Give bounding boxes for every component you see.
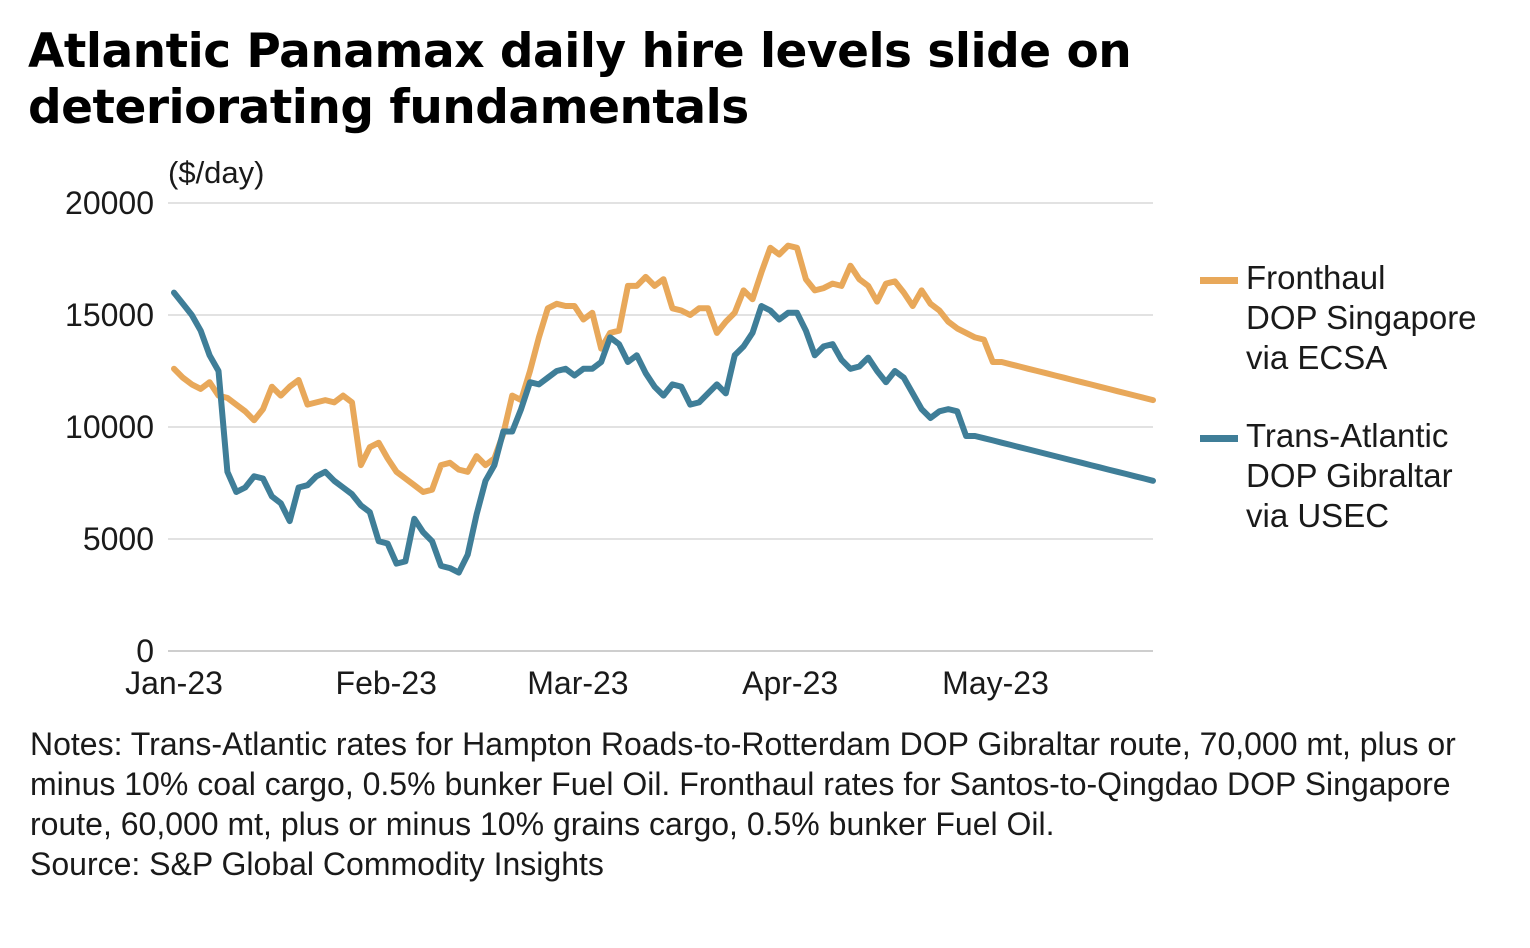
legend-label-fronthaul: Fronthaul DOP Singapore via ECSA (1246, 258, 1477, 378)
y-tick-label-15000: 15000 (65, 297, 154, 333)
legend-fronthaul-line-3: via ECSA (1246, 339, 1388, 376)
notes: Notes: Trans-Atlantic rates for Hampton … (30, 724, 1500, 884)
line-chart: 0 5000 10000 15000 20000 Jan-23 Feb-23 Mar-23 Ap… (65, 185, 1156, 701)
chart-title: Atlantic Panamax daily hire levels slide… (28, 24, 1132, 135)
legend-swatch-transatlantic (1200, 435, 1238, 442)
y-tick-label-0: 0 (136, 633, 154, 669)
y-tick-label-5000: 5000 (83, 521, 154, 557)
x-tick-label-May-23: May-23 (942, 665, 1049, 701)
legend-swatch-fronthaul (1200, 277, 1238, 284)
notes-text: Notes: Trans-Atlantic rates for Hampton … (30, 726, 1456, 842)
legend-transatlantic-line-1: Trans-Atlantic (1246, 417, 1449, 454)
series-line-fronthaul (171, 242, 1156, 495)
legend-transatlantic-line-2: DOP Gibraltar (1246, 457, 1453, 494)
x-tick-label-Apr-23: Apr-23 (742, 665, 838, 701)
legend-fronthaul-line-1: Fronthaul (1246, 259, 1386, 296)
y-axis-unit-label: ($/day) (168, 155, 265, 190)
x-tick-label-Jan-23: Jan-23 (125, 665, 223, 701)
source-text: Source: S&P Global Commodity Insights (30, 846, 604, 882)
x-tick-label-Mar-23: Mar-23 (527, 665, 628, 701)
legend-transatlantic-line-3: via USEC (1246, 497, 1390, 534)
y-tick-label-20000: 20000 (65, 185, 154, 221)
legend-fronthaul-line-2: DOP Singapore (1246, 299, 1477, 336)
legend-label-transatlantic: Trans-Atlantic DOP Gibraltar via USEC (1246, 416, 1453, 536)
x-tick-label-Feb-23: Feb-23 (336, 665, 437, 701)
y-tick-label-10000: 10000 (65, 409, 154, 445)
series-line-transatlantic (171, 289, 1156, 576)
